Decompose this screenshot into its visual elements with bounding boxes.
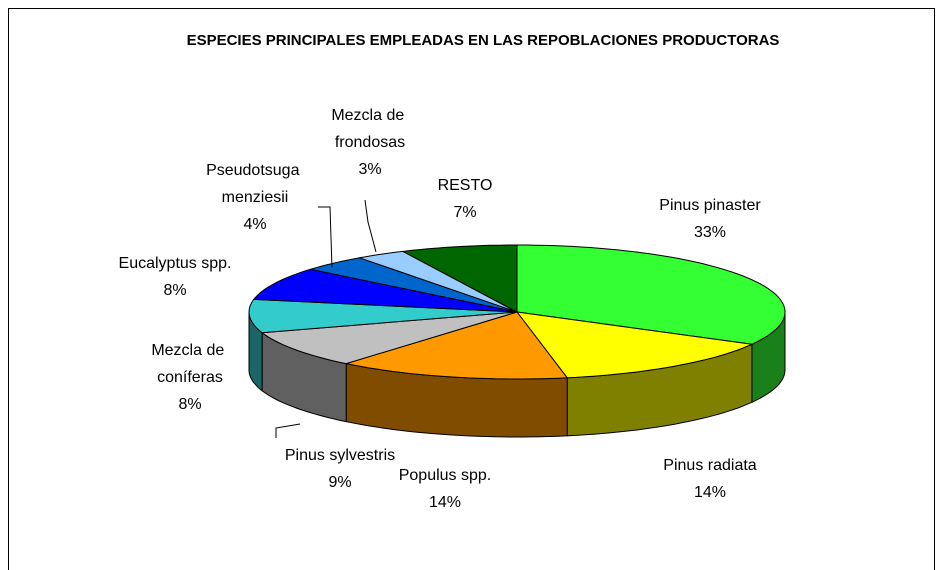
slice-label: Mezcla de coníferas <box>151 342 228 386</box>
text-line: Mezcla de <box>151 342 228 359</box>
slice <box>252 268 518 313</box>
value-label: 14% <box>429 494 461 511</box>
text-line: Pseudotsuga <box>206 162 304 179</box>
slice-label: Pinus radiata <box>663 457 756 474</box>
slice-label: Pinus sylvestris <box>285 447 395 464</box>
pie-tops <box>248 244 786 380</box>
slice-label: Pinus pinaster <box>659 197 761 214</box>
text-line: Mezcla de <box>331 107 408 124</box>
chart-title: ESPECIES PRINCIPALES EMPLEADAS EN LAS RE… <box>187 32 780 49</box>
leader-line <box>275 423 301 438</box>
slice <box>515 311 754 379</box>
slice-label: Populus spp. <box>399 467 492 484</box>
slice <box>346 311 569 380</box>
text-line: frondosas <box>335 134 405 151</box>
leader-line <box>318 206 333 269</box>
value-label: 4% <box>243 216 266 233</box>
slice-label: Pseudotsuga menziesii <box>206 162 304 206</box>
leader-line <box>364 199 377 253</box>
value-label: 33% <box>694 224 726 241</box>
value-label: 8% <box>163 282 186 299</box>
slice <box>516 244 786 345</box>
slice-label: Eucalyptus spp. <box>119 255 232 272</box>
value-label: 8% <box>178 396 201 413</box>
value-label: 14% <box>694 484 726 501</box>
text-line: menziesii <box>222 189 289 206</box>
slice <box>260 311 518 365</box>
slice <box>310 257 518 313</box>
text-line: coníferas <box>157 369 223 386</box>
labels: Pinus pinaster 33% Pinus radiata 14% Populus… <box>119 107 762 511</box>
slice-label: RESTO <box>438 177 493 194</box>
value-label: 3% <box>358 161 381 178</box>
pie-sides <box>248 311 786 438</box>
value-label: 7% <box>453 204 476 221</box>
slice <box>401 244 518 313</box>
slice <box>248 298 518 334</box>
slice-label: Mezcla de frondosas <box>331 107 408 151</box>
slice <box>359 250 518 313</box>
value-label: 9% <box>328 474 351 491</box>
